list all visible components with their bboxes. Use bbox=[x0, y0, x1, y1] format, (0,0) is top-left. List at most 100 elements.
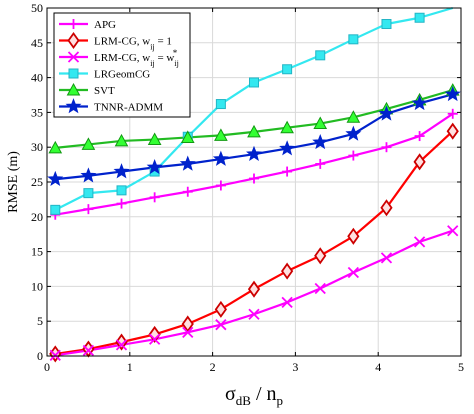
marker-shape bbox=[146, 158, 163, 175]
data-point-series-3 bbox=[215, 99, 226, 110]
marker-shape bbox=[214, 300, 227, 318]
y-tick-label: 20 bbox=[31, 210, 43, 224]
data-point-series-0 bbox=[315, 158, 326, 169]
data-point-series-3 bbox=[315, 50, 326, 61]
marker-shape bbox=[249, 77, 259, 88]
data-point-series-0 bbox=[149, 192, 160, 203]
data-point-series-0 bbox=[83, 204, 94, 215]
marker-shape bbox=[65, 98, 82, 114]
data-point-series-4 bbox=[313, 116, 328, 130]
legend-entry-5: TNNR-ADMM bbox=[94, 102, 163, 114]
marker-stroke bbox=[115, 339, 128, 351]
x-tick-label: 0 bbox=[44, 360, 50, 374]
marker-shape bbox=[180, 130, 195, 143]
marker-stroke bbox=[149, 333, 161, 345]
data-point-series-2 bbox=[182, 326, 194, 338]
marker-stroke bbox=[380, 252, 393, 264]
marker-shape bbox=[179, 155, 196, 171]
legend-label-superscript: * bbox=[173, 48, 178, 58]
marker-shape bbox=[181, 315, 194, 333]
y-tick-label: 15 bbox=[31, 245, 43, 259]
x-tick-label: 2 bbox=[210, 360, 216, 374]
marker-shape bbox=[312, 133, 329, 150]
data-point-series-1 bbox=[413, 153, 426, 171]
data-point-series-3 bbox=[414, 12, 425, 23]
data-point-series-3 bbox=[381, 19, 392, 30]
x-tick-label: 3 bbox=[292, 360, 298, 374]
legend-label: LRM-CG, w bbox=[94, 36, 150, 48]
data-point-series-5 bbox=[312, 133, 329, 150]
marker-shape bbox=[67, 31, 80, 50]
y-tick-label: 35 bbox=[31, 105, 43, 119]
marker-shape bbox=[215, 99, 226, 110]
legend-entry-2: LRM-CG, wij = wij* bbox=[94, 48, 179, 68]
data-point-series-0 bbox=[414, 131, 425, 142]
data-point-series-2 bbox=[215, 319, 227, 331]
data-point-series-4 bbox=[114, 133, 129, 147]
marker-stroke bbox=[67, 51, 80, 63]
marker-shape bbox=[380, 199, 393, 217]
data-point-series-2 bbox=[447, 225, 459, 237]
data-point-series-0 bbox=[282, 166, 293, 177]
data-point-series-3 bbox=[116, 185, 127, 196]
marker-shape bbox=[66, 82, 81, 96]
marker-shape bbox=[279, 140, 296, 156]
data-point-series-3 bbox=[348, 34, 359, 45]
data-point-series-1 bbox=[446, 122, 459, 140]
data-point-series-4 bbox=[214, 128, 228, 141]
marker-shape bbox=[281, 262, 294, 280]
marker-shape bbox=[247, 280, 261, 298]
x-axis-label: σdB / np bbox=[225, 383, 283, 408]
data-point-series-5 bbox=[444, 85, 461, 102]
legend-entry-1: LRM-CG, wij = 1 bbox=[94, 36, 172, 52]
data-point-series-5 bbox=[80, 167, 97, 183]
data-point-series-1 bbox=[247, 280, 261, 298]
marker-shape bbox=[444, 85, 461, 102]
data-point-series-5 bbox=[345, 125, 362, 141]
marker-shape bbox=[247, 124, 261, 138]
data-point-series-1 bbox=[347, 227, 360, 245]
data-point-series-4 bbox=[147, 132, 162, 146]
series-markers bbox=[47, 12, 461, 363]
marker-shape bbox=[381, 19, 392, 30]
marker-shape bbox=[346, 110, 361, 123]
series-line-1 bbox=[55, 130, 454, 355]
data-point-series-3 bbox=[249, 77, 259, 88]
marker-shape bbox=[282, 64, 293, 75]
legend-entry-3: LRGeomCG bbox=[94, 69, 150, 81]
marker-shape bbox=[446, 122, 459, 140]
data-point-series-5 bbox=[47, 170, 64, 187]
data-point-series-0 bbox=[348, 150, 359, 161]
marker-shape bbox=[411, 94, 428, 111]
marker-stroke bbox=[413, 236, 426, 248]
data-point-series-5 bbox=[113, 163, 130, 179]
legend-entry-4: SVT bbox=[94, 85, 115, 97]
legend-marker-0 bbox=[68, 19, 79, 29]
marker-stroke bbox=[82, 344, 95, 357]
y-tick-label: 40 bbox=[31, 71, 43, 85]
data-point-series-4 bbox=[180, 130, 195, 143]
legend-label-subscript: ij bbox=[174, 59, 178, 68]
marker-shape bbox=[48, 140, 63, 154]
data-point-series-0 bbox=[381, 142, 392, 153]
data-point-series-1 bbox=[181, 315, 194, 333]
data-point-series-2 bbox=[248, 308, 260, 320]
legend-marker-3 bbox=[68, 68, 79, 79]
data-point-series-2 bbox=[314, 282, 326, 295]
marker-shape bbox=[116, 185, 127, 196]
data-point-series-0 bbox=[447, 108, 458, 119]
data-point-series-5 bbox=[146, 158, 163, 175]
legend-box bbox=[53, 12, 191, 118]
legend-marker-4 bbox=[66, 82, 81, 96]
marker-shape bbox=[83, 188, 94, 199]
marker-stroke bbox=[49, 349, 61, 361]
data-point-series-1 bbox=[314, 247, 327, 265]
marker-stroke bbox=[314, 282, 326, 295]
x-axis-label-part: σ bbox=[225, 383, 236, 405]
marker-shape bbox=[50, 204, 61, 215]
marker-stroke bbox=[347, 266, 359, 279]
marker-shape bbox=[114, 133, 129, 147]
data-point-series-1 bbox=[115, 333, 128, 351]
legend-label: TNNR-ADMM bbox=[94, 102, 163, 114]
